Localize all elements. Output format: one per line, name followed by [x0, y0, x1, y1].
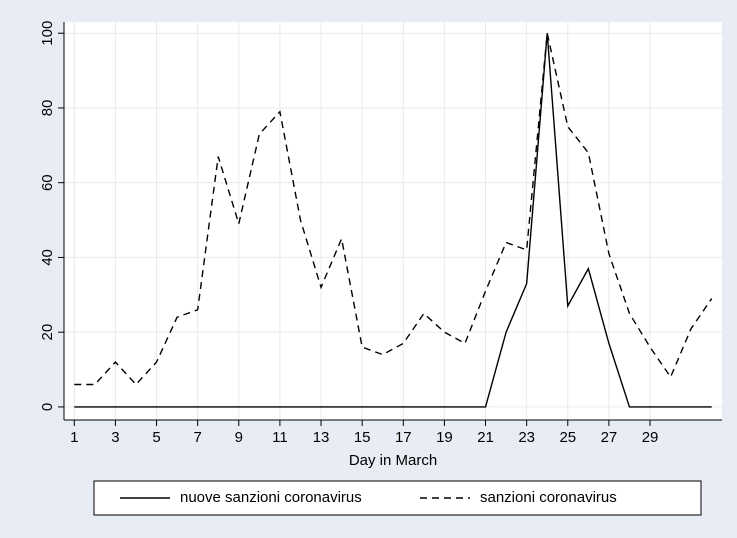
x-tick-label: 17	[395, 429, 412, 446]
y-tick-label: 40	[39, 249, 56, 266]
x-tick-label: 21	[477, 429, 494, 446]
line-series	[74, 33, 712, 408]
y-tick-label: 100	[39, 21, 56, 46]
x-tick-label: 29	[642, 429, 659, 446]
plot-area	[64, 22, 722, 420]
x-tick-label: 25	[559, 429, 576, 446]
legend-label: sanzioni coronavirus	[480, 489, 617, 506]
x-tick-label: 23	[518, 429, 535, 446]
y-tick-label: 0	[39, 403, 56, 411]
legend	[93, 480, 702, 516]
x-tick-label: 7	[193, 429, 201, 446]
x-tick-label: 19	[436, 429, 453, 446]
x-axis-label: Day in March	[349, 452, 437, 469]
y-tick-label: 20	[39, 324, 56, 341]
x-tick-label: 1	[70, 429, 78, 446]
legend-label: nuove sanzioni coronavirus	[180, 489, 362, 506]
x-tick-label: 13	[313, 429, 330, 446]
x-tick-label: 3	[111, 429, 119, 446]
x-tick-label: 27	[601, 429, 618, 446]
x-tick-label: 15	[354, 429, 371, 446]
x-tick-label: 9	[235, 429, 243, 446]
x-tick-label: 11	[272, 429, 288, 446]
y-tick-label: 80	[39, 100, 56, 117]
x-tick-label: 5	[152, 429, 160, 446]
y-tick-label: 60	[39, 174, 56, 191]
